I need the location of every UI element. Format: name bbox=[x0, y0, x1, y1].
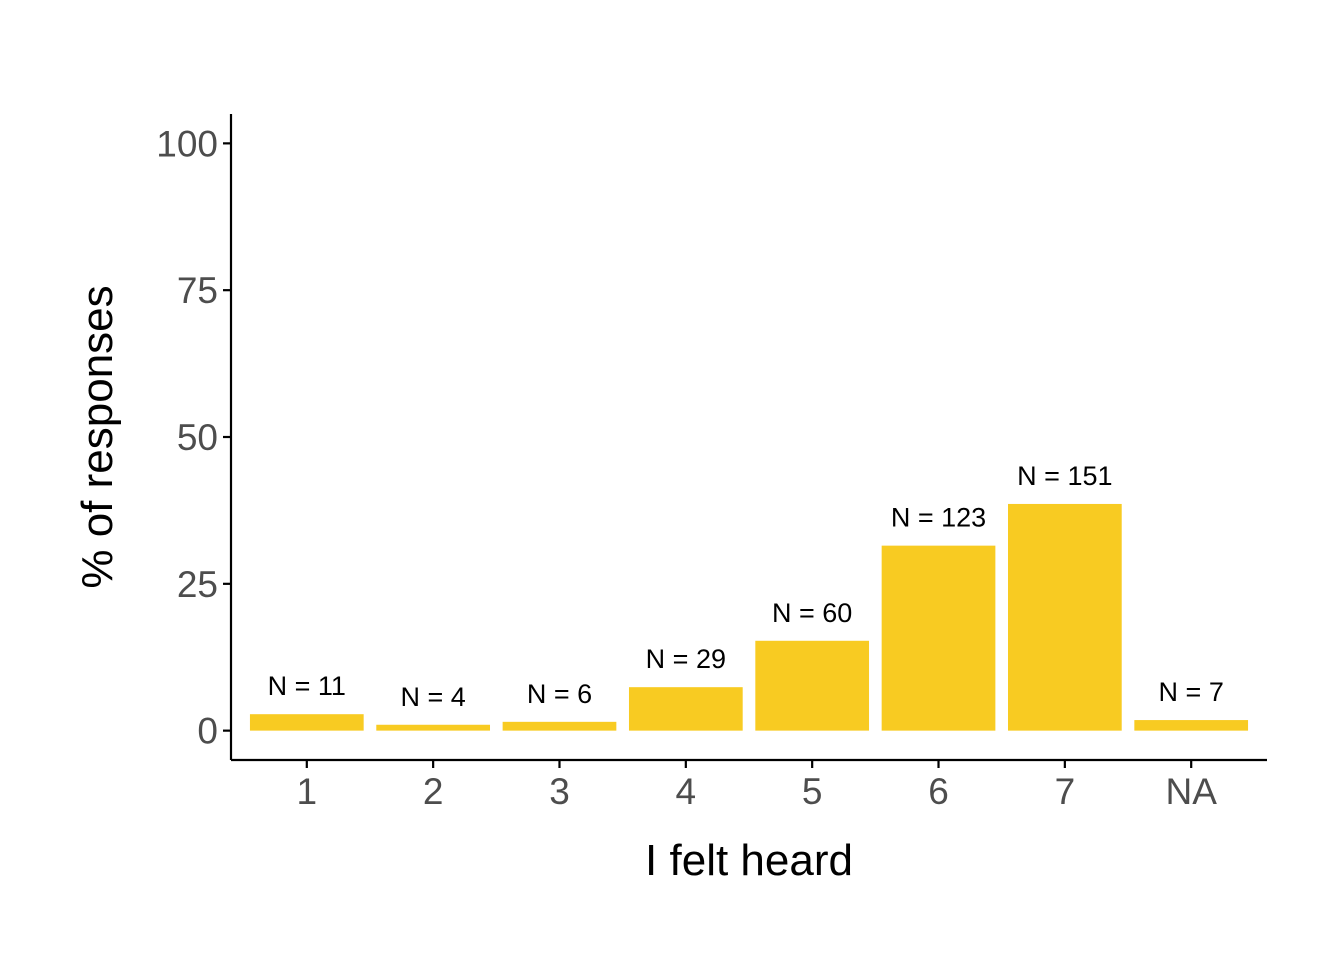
bar-1 bbox=[249, 714, 364, 731]
y-axis-title: % of responses bbox=[73, 285, 122, 588]
data-label-4: N = 29 bbox=[646, 644, 726, 674]
data-label-6: N = 123 bbox=[891, 503, 986, 533]
y-tick-label-0: 0 bbox=[197, 711, 218, 752]
y-tick-label-75: 75 bbox=[177, 270, 218, 311]
bar-NA bbox=[1134, 720, 1249, 731]
x-tick-label-3: 3 bbox=[549, 771, 570, 812]
x-tick-label-7: 7 bbox=[1055, 771, 1076, 812]
x-tick-label-2: 2 bbox=[423, 771, 444, 812]
x-tick-label-6: 6 bbox=[928, 771, 949, 812]
bar-3 bbox=[502, 721, 617, 731]
data-label-3: N = 6 bbox=[527, 679, 592, 709]
bar-6 bbox=[881, 545, 996, 731]
x-tick-label-NA: NA bbox=[1165, 771, 1217, 812]
x-tick-label-5: 5 bbox=[802, 771, 823, 812]
y-tick-label-50: 50 bbox=[177, 417, 218, 458]
bar-7 bbox=[1008, 503, 1122, 731]
data-label-1: N = 11 bbox=[268, 671, 346, 701]
data-label-5: N = 60 bbox=[772, 598, 852, 628]
bar-4 bbox=[628, 687, 743, 731]
bar-5 bbox=[755, 640, 870, 731]
y-tick-label-100: 100 bbox=[156, 123, 218, 164]
data-labels-layer: N = 11 N = 4 N = 6 N = 29 N = 60 N = 123 N = 1… bbox=[268, 461, 1224, 712]
x-tick-label-4: 4 bbox=[676, 771, 697, 812]
y-tick-label-25: 25 bbox=[177, 564, 218, 605]
x-tick-label-1: 1 bbox=[297, 771, 318, 812]
data-label-7: N = 151 bbox=[1017, 461, 1112, 491]
axes-layer: 0 25 50 75 100 1 2 3 4 5 6 7 NA bbox=[156, 114, 1267, 812]
data-label-NA: N = 7 bbox=[1159, 677, 1224, 707]
bar-2 bbox=[376, 724, 490, 731]
data-label-2: N = 4 bbox=[401, 682, 466, 712]
x-axis-title: I felt heard bbox=[645, 836, 853, 885]
bars-layer bbox=[249, 503, 1249, 731]
